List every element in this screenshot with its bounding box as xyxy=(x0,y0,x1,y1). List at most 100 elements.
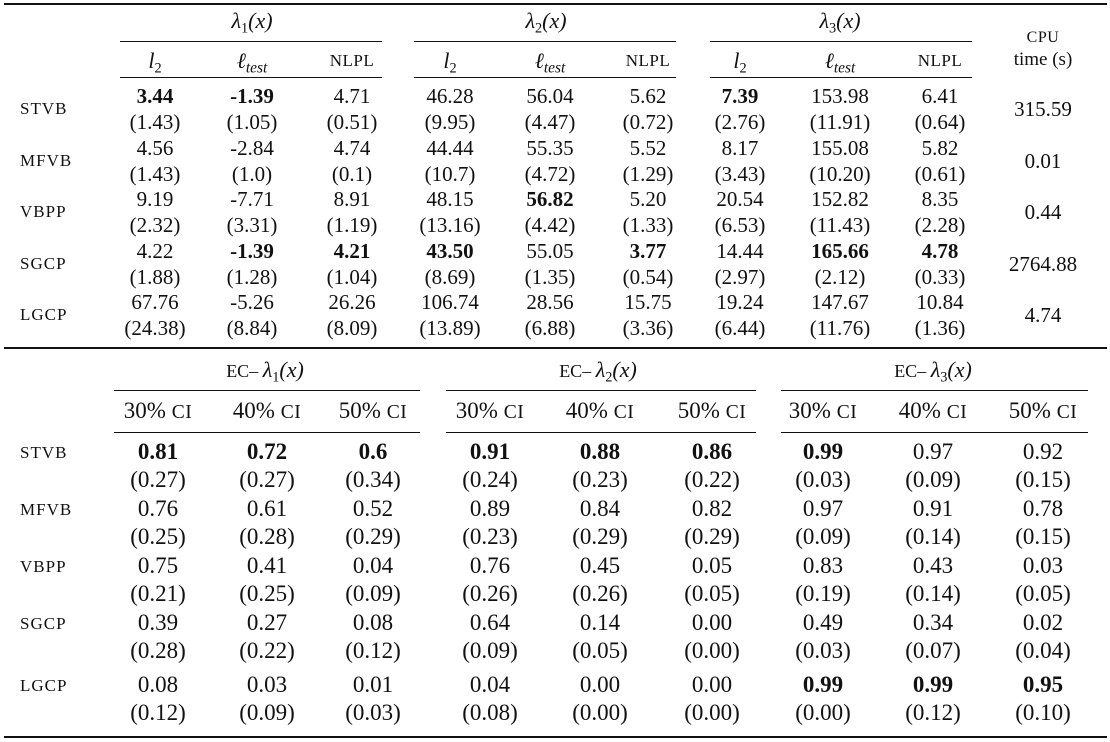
coverage-sd: (0.04) xyxy=(1015,638,1071,663)
coverage-sd: (0.05) xyxy=(1015,581,1071,606)
coverage-value: 0.39 xyxy=(137,610,179,635)
metric-sd: (1.28) xyxy=(226,265,278,289)
metric-value: 15.75 xyxy=(624,290,672,314)
metric-sd: (1.43) xyxy=(129,110,181,134)
coverage-value: 0.82 xyxy=(691,496,733,521)
coverage-value: 0.89 xyxy=(469,496,511,521)
subheader-ci: 30% CI xyxy=(788,398,858,423)
metric-value: 3.44 xyxy=(136,84,174,108)
coverage-sd: (0.14) xyxy=(905,524,961,549)
coverage-sd: (0.00) xyxy=(795,700,851,725)
coverage-sd: (0.15) xyxy=(1015,467,1071,492)
metric-sd: (10.20) xyxy=(809,162,871,186)
metric-value: 56.04 xyxy=(526,84,574,108)
coverage-value: 0.76 xyxy=(469,553,511,578)
coverage-sd: (0.22) xyxy=(239,638,295,663)
metric-sd: (9.95) xyxy=(424,110,476,134)
coverage-sd: (0.26) xyxy=(462,581,518,606)
metric-sd: (4.42) xyxy=(524,213,576,237)
coverage-sd: (0.34) xyxy=(345,467,401,492)
metric-sd: (0.61) xyxy=(914,162,966,186)
group-header-lambda1: λ1(x) xyxy=(231,8,273,37)
metric-sd: (8.69) xyxy=(424,265,476,289)
coverage-value: 0.84 xyxy=(579,496,621,521)
coverage-value: 0.64 xyxy=(469,610,511,635)
metric-sd: (8.09) xyxy=(326,316,378,340)
metric-value: 155.08 xyxy=(811,136,869,160)
metric-sd: (11.76) xyxy=(809,316,871,340)
metric-value: 5.52 xyxy=(629,136,667,160)
subheader-nlpl: NLPL xyxy=(625,51,671,70)
subheader-ci: 50% CI xyxy=(677,398,747,423)
metric-sd: (0.64) xyxy=(914,110,966,134)
coverage-value: 0.76 xyxy=(137,496,179,521)
coverage-sd: (0.23) xyxy=(462,524,518,549)
coverage-value: 0.61 xyxy=(246,496,288,521)
coverage-value: 0.97 xyxy=(802,496,844,521)
subheader-ci: 50% CI xyxy=(338,398,408,423)
metric-sd: (2.76) xyxy=(714,110,766,134)
metric-sd: (2.28) xyxy=(914,213,966,237)
metric-value: -7.71 xyxy=(230,187,274,211)
coverage-sd: (0.09) xyxy=(462,638,518,663)
subheader-l2: l2 xyxy=(733,48,747,77)
metric-value: 55.05 xyxy=(526,239,574,263)
subheader-l2: l2 xyxy=(148,48,162,77)
metric-sd: (13.89) xyxy=(419,316,481,340)
metric-sd: (1.35) xyxy=(524,265,576,289)
coverage-value: 0.52 xyxy=(352,496,394,521)
coverage-sd: (0.15) xyxy=(1015,524,1071,549)
metric-value: 5.20 xyxy=(629,187,667,211)
metric-value: 4.21 xyxy=(333,239,371,263)
metric-sd: (1.43) xyxy=(129,162,181,186)
coverage-sd: (0.22) xyxy=(684,467,740,492)
coverage-value: 0.14 xyxy=(579,610,621,635)
coverage-sd: (0.29) xyxy=(684,524,740,549)
coverage-value: 0.27 xyxy=(246,610,288,635)
cpu-time-value: 0.44 xyxy=(1024,200,1062,224)
metric-value: 44.44 xyxy=(426,136,474,160)
header-rule-lambda1 xyxy=(120,77,382,78)
metric-value: 4.74 xyxy=(333,136,371,160)
cmidrule-lambda1 xyxy=(120,41,382,42)
metric-value: 8.17 xyxy=(721,136,759,160)
metric-value: -2.84 xyxy=(230,136,274,160)
cpu-time-value: 315.59 xyxy=(1014,97,1072,121)
metric-value: 8.35 xyxy=(921,187,959,211)
coverage-value: 0.91 xyxy=(469,439,511,464)
metric-value: 4.71 xyxy=(333,84,371,108)
cpu-time-value: 0.01 xyxy=(1024,149,1062,173)
subheader-ci: 50% CI xyxy=(1008,398,1078,423)
coverage-value: 0.08 xyxy=(137,672,179,697)
metric-value: 152.82 xyxy=(811,187,869,211)
coverage-sd: (0.24) xyxy=(462,467,518,492)
coverage-value: 0.41 xyxy=(246,553,288,578)
coverage-value: 0.83 xyxy=(802,553,844,578)
coverage-value: 0.95 xyxy=(1022,672,1064,697)
metric-sd: (1.0) xyxy=(231,162,273,186)
coverage-value: 0.97 xyxy=(912,439,954,464)
method-label: MFVB xyxy=(20,151,73,170)
top-rule xyxy=(4,3,1107,5)
coverage-value: 0.78 xyxy=(1022,496,1064,521)
cmidrule-ec-lambda3 xyxy=(781,390,1088,391)
coverage-sd: (0.23) xyxy=(572,467,628,492)
coverage-sd: (0.03) xyxy=(795,638,851,663)
metric-sd: (2.97) xyxy=(714,265,766,289)
cpu-time-header: CPU time (s) xyxy=(1013,29,1073,70)
method-label: SGCP xyxy=(20,254,67,273)
metric-value: 67.76 xyxy=(131,290,179,314)
coverage-sd: (0.29) xyxy=(572,524,628,549)
method-label: STVB xyxy=(20,443,68,462)
coverage-sd: (0.26) xyxy=(572,581,628,606)
metric-value: 4.22 xyxy=(136,239,174,263)
metric-sd: (24.38) xyxy=(124,316,186,340)
coverage-value: 0.04 xyxy=(469,672,511,697)
cpu-time-value: 4.74 xyxy=(1024,303,1062,327)
metric-sd: (2.32) xyxy=(129,213,181,237)
coverage-value: 0.43 xyxy=(912,553,954,578)
coverage-sd: (0.12) xyxy=(905,700,961,725)
subheader-ci: 40% CI xyxy=(232,398,302,423)
group-header-ec-lambda3: EC– λ3(x) xyxy=(894,357,972,386)
subheader-l-test: ℓtest xyxy=(236,48,268,77)
